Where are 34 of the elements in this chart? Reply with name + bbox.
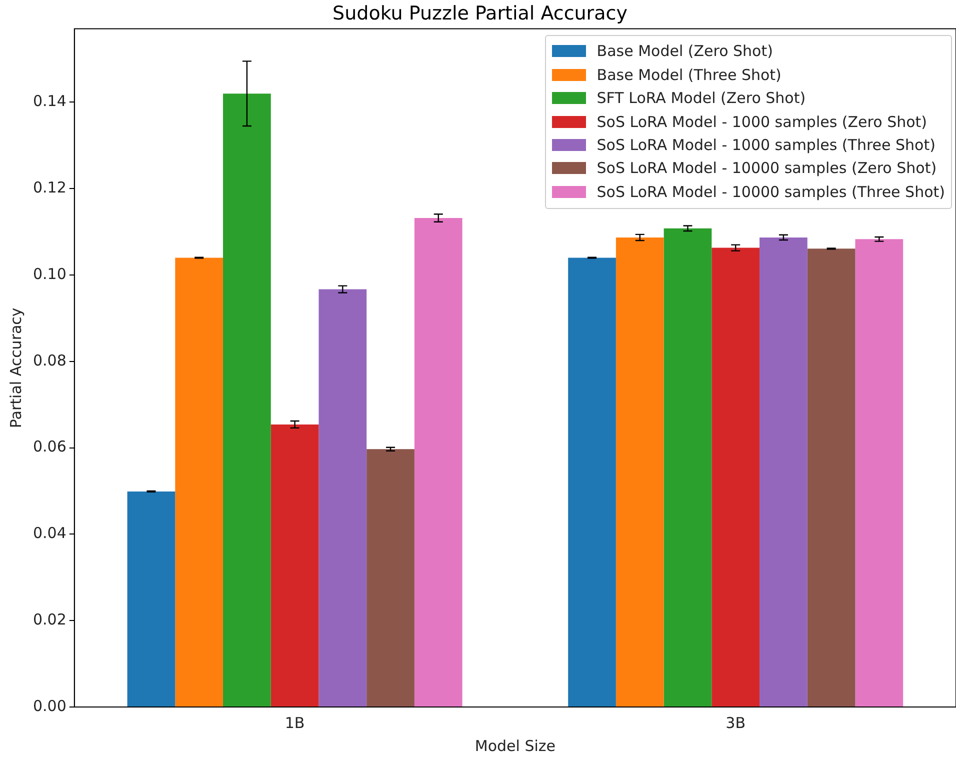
x-tick-label: 1B [284, 714, 305, 732]
legend-label: SoS LoRA Model - 10000 samples (Three Shot) [596, 182, 945, 201]
chart-title: Sudoku Puzzle Partial Accuracy [332, 2, 628, 24]
bar [223, 94, 271, 706]
bar [127, 491, 176, 706]
y-tick-label: 0.14 [32, 92, 66, 110]
bar [318, 289, 367, 706]
y-tick-label: 0.12 [32, 178, 66, 197]
legend-label: Base Model (Three Shot) [596, 66, 782, 84]
bar [616, 237, 664, 706]
bar [175, 258, 224, 706]
x-axis-title: Model Size [474, 736, 556, 755]
y-tick-label: 0.04 [32, 524, 66, 542]
legend-label: SoS LoRA Model - 1000 samples (Three Shot) [596, 136, 936, 154]
legend-label: SoS LoRA Model - 10000 samples (Zero Shot) [596, 159, 937, 178]
bar [712, 248, 760, 706]
bar [855, 239, 904, 706]
bar [807, 248, 856, 706]
y-tick-label: 0.02 [32, 610, 66, 628]
legend-label: SoS LoRA Model - 1000 samples (Zero Shot) [596, 112, 928, 131]
bar [366, 449, 414, 706]
y-tick-label: 0.08 [32, 351, 66, 370]
bar [664, 228, 712, 706]
legend-label: Base Model (Zero Shot) [596, 42, 773, 60]
y-axis-title: Partial Accuracy [6, 308, 25, 428]
bar [414, 218, 462, 706]
y-tick-label: 0.10 [32, 264, 66, 283]
x-tick-label: 3B [726, 714, 746, 732]
bar [568, 258, 616, 706]
bar [270, 424, 319, 706]
y-tick-label: 0.00 [32, 696, 66, 715]
y-tick-label: 0.06 [32, 438, 66, 456]
legend-label: SFT LoRA Model (Zero Shot) [596, 89, 806, 108]
bar [760, 237, 808, 706]
